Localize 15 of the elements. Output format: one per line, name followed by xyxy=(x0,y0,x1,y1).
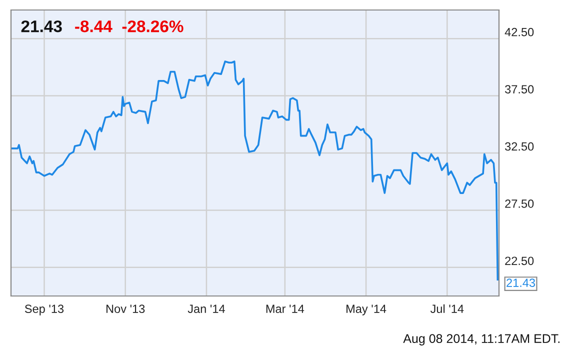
x-tick-label: May '14 xyxy=(346,304,386,316)
x-tick-label: Jan '14 xyxy=(188,304,225,314)
chart-title: 21.43 xyxy=(21,20,62,32)
chart-subtitle: -8.44 -28.26% xyxy=(75,20,184,32)
annotation: 21.43 xyxy=(506,278,536,287)
x-tick-label: Jul '14 xyxy=(430,304,464,314)
x-tick-label: Sep '13 xyxy=(24,304,64,316)
x-tick-label: Mar '14 xyxy=(266,304,304,314)
text: Aug 08 2014, 11:17AM EDT. xyxy=(403,334,560,346)
y-tick-label: 42.50 xyxy=(504,28,534,36)
y-tick-label: 32.50 xyxy=(505,142,534,151)
y-tick-label: 22.50 xyxy=(505,256,534,266)
y-tick-label: 27.50 xyxy=(505,200,534,208)
x-tick-label: Nov '13 xyxy=(106,304,145,314)
y-tick-label: 37.50 xyxy=(505,85,534,94)
